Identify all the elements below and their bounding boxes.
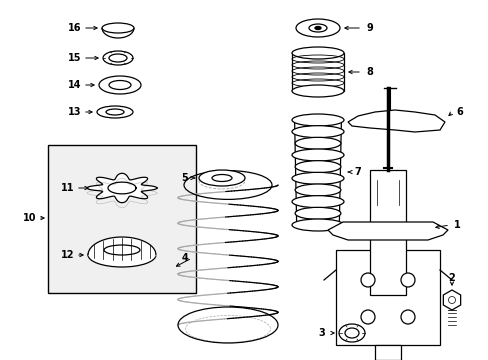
Text: 13: 13 [68, 107, 81, 117]
Polygon shape [327, 222, 447, 240]
Bar [48, 145, 196, 293]
Text: 2: 2 [447, 273, 454, 283]
Ellipse shape [291, 126, 343, 138]
Ellipse shape [360, 310, 374, 324]
Text: 1: 1 [453, 220, 459, 230]
Text: 16: 16 [68, 23, 81, 33]
Ellipse shape [295, 137, 340, 149]
Bar [291, 53, 343, 91]
Ellipse shape [291, 114, 343, 126]
Polygon shape [443, 290, 460, 310]
Ellipse shape [199, 170, 244, 186]
Ellipse shape [291, 85, 343, 97]
Ellipse shape [291, 172, 343, 184]
Ellipse shape [295, 184, 340, 196]
Ellipse shape [360, 273, 374, 287]
Ellipse shape [291, 149, 343, 161]
Text: 12: 12 [61, 250, 75, 260]
Text: 10: 10 [23, 213, 37, 223]
Ellipse shape [295, 161, 340, 173]
Ellipse shape [291, 219, 343, 231]
Text: 3: 3 [318, 328, 325, 338]
Ellipse shape [295, 207, 340, 219]
Text: 14: 14 [68, 80, 81, 90]
Bar [369, 170, 405, 295]
Bar [375, 345, 400, 360]
Text: 15: 15 [68, 53, 81, 63]
Ellipse shape [338, 324, 364, 342]
Ellipse shape [88, 243, 156, 267]
Text: 11: 11 [61, 183, 75, 193]
Bar [335, 250, 439, 345]
Ellipse shape [291, 47, 343, 59]
Text: 8: 8 [366, 67, 373, 77]
Text: 4: 4 [181, 253, 188, 263]
Ellipse shape [400, 310, 414, 324]
Text: 5: 5 [181, 173, 188, 183]
Text: 7: 7 [354, 167, 361, 177]
Ellipse shape [291, 196, 343, 208]
Text: 9: 9 [366, 23, 373, 33]
Polygon shape [87, 173, 157, 203]
Text: 6: 6 [456, 107, 463, 117]
Polygon shape [347, 110, 444, 132]
Ellipse shape [295, 19, 339, 37]
Ellipse shape [400, 273, 414, 287]
Ellipse shape [314, 27, 320, 30]
